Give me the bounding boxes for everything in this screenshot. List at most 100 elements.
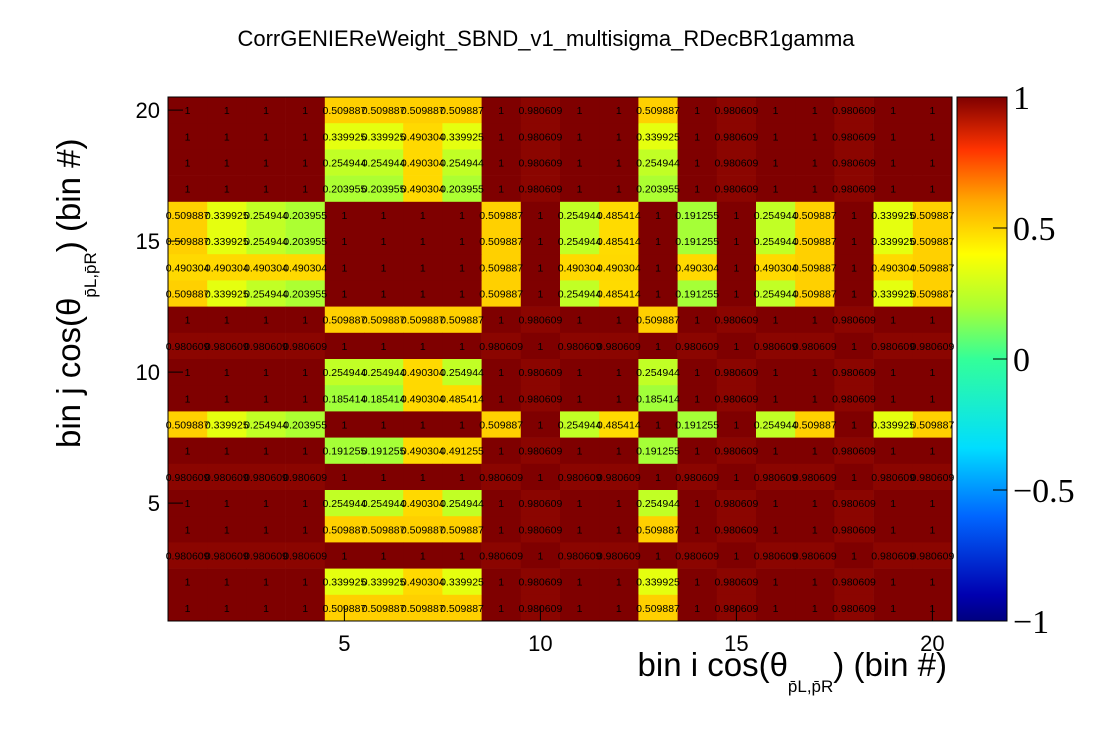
cell-value-label: 0.490304 <box>401 577 445 589</box>
heatmap-cell <box>324 306 365 334</box>
cell-value-label: 1 <box>537 210 543 222</box>
cell-value-label: 0.254944 <box>558 289 602 301</box>
cell-value-label: 1 <box>812 577 818 589</box>
heatmap-cell <box>756 175 796 203</box>
heatmap-cell <box>795 175 835 203</box>
heatmap-cell <box>520 516 561 543</box>
heatmap-cell <box>403 228 443 255</box>
cell-value-label: 1 <box>577 158 583 170</box>
heatmap-cell <box>285 254 326 281</box>
heatmap-cell <box>834 332 874 360</box>
cell-value-label: 1 <box>812 158 818 170</box>
cell-value-label: 0.980609 <box>205 551 249 563</box>
cell-value-label: 0.490304 <box>401 498 445 510</box>
heatmap-cell <box>364 568 404 596</box>
cell-value-label: 1 <box>263 603 269 615</box>
heatmap-cell <box>442 568 482 596</box>
z-tick-label: −1 <box>1013 604 1049 641</box>
cell-value-label: 1 <box>498 498 504 510</box>
cell-value-label: 1 <box>773 603 779 615</box>
cell-value-label: 1 <box>185 524 191 536</box>
heatmap-cell <box>834 437 874 465</box>
cell-value-label: 1 <box>224 498 230 510</box>
heatmap-cell <box>716 332 757 360</box>
heatmap-cell <box>442 175 482 203</box>
heatmap-cell <box>168 332 208 360</box>
heatmap-cell <box>677 228 718 255</box>
cell-value-label: 1 <box>420 262 426 274</box>
heatmap-cell <box>520 201 561 229</box>
cell-value-label: 0.254944 <box>754 210 798 222</box>
heatmap-cell <box>560 97 600 124</box>
cell-value-label: 0.980609 <box>911 551 955 563</box>
heatmap-cell <box>364 516 404 543</box>
heatmap-cell <box>560 437 600 465</box>
cell-value-label: 1 <box>773 131 779 143</box>
heatmap-cell <box>246 149 286 176</box>
cell-value-label: 0.980609 <box>715 393 759 405</box>
cell-value-label: 1 <box>185 603 191 615</box>
cell-value-label: 1 <box>185 577 191 589</box>
heatmap-cell <box>520 490 561 517</box>
heatmap-cell <box>560 201 600 229</box>
heatmap-cell <box>716 254 757 281</box>
heatmap-cell <box>442 594 482 622</box>
cell-value-label: 0.490304 <box>283 262 327 274</box>
cell-value-label: 1 <box>929 315 935 327</box>
cell-value-label: 1 <box>341 262 347 274</box>
heatmap-cell <box>285 385 326 412</box>
heatmap-cell <box>246 437 286 465</box>
heatmap-cell <box>481 437 522 465</box>
heatmap-cell <box>756 594 796 622</box>
cell-value-label: 1 <box>498 577 504 589</box>
heatmap-cell <box>912 306 953 334</box>
cell-value-label: 0.203955 <box>636 184 680 196</box>
cell-value-label: 1 <box>577 105 583 117</box>
heatmap-cell <box>168 201 208 229</box>
heatmap-cell <box>677 568 718 596</box>
cell-value-label: 1 <box>577 524 583 536</box>
heatmap-cell <box>795 385 835 412</box>
heatmap-cell <box>716 201 757 229</box>
cell-value-label: 0.509887 <box>636 315 680 327</box>
cell-value-label: 1 <box>694 158 700 170</box>
cell-value-label: 0.254944 <box>754 289 798 301</box>
cell-value-label: 0.203955 <box>440 184 484 196</box>
heatmap-cell <box>677 306 718 334</box>
heatmap-cell <box>716 123 757 150</box>
heatmap-cell <box>756 280 796 307</box>
cell-value-label: 0.509887 <box>440 315 484 327</box>
cell-value-label: 1 <box>459 289 465 301</box>
cell-value-label: 0.254944 <box>362 158 406 170</box>
cell-value-label: 0.509887 <box>479 210 523 222</box>
cell-value-label: 0.980609 <box>519 184 563 196</box>
cell-value-label: 0.203955 <box>362 184 406 196</box>
cell-value-label: 0.339925 <box>871 420 915 432</box>
cell-value-label: 1 <box>812 603 818 615</box>
cell-value-label: 1 <box>224 315 230 327</box>
cell-value-label: 0.203955 <box>283 420 327 432</box>
cell-value-label: 1 <box>733 341 739 353</box>
heatmap-cell <box>677 516 718 543</box>
heatmap-cell <box>873 254 914 281</box>
cell-value-label: 1 <box>537 472 543 484</box>
cell-value-label: 1 <box>381 210 387 222</box>
heatmap-cell <box>560 542 600 569</box>
cell-value-label: 0.980609 <box>597 341 641 353</box>
heatmap-cell <box>481 542 522 569</box>
cell-value-label: 0.509887 <box>323 524 367 536</box>
heatmap-cell <box>912 568 953 596</box>
heatmap-cell <box>364 228 404 255</box>
cell-value-label: 1 <box>341 472 347 484</box>
heatmap-cell <box>795 97 835 124</box>
cell-value-label: 1 <box>224 131 230 143</box>
heatmap-cell <box>560 123 600 150</box>
cell-value-label: 1 <box>694 498 700 510</box>
x-axis-title: bin i cos(θp̄L,p̄R) (bin #) <box>638 646 947 696</box>
heatmap-cell <box>324 490 365 517</box>
cell-value-label: 0.980609 <box>519 367 563 379</box>
heatmap-cell <box>716 463 757 491</box>
cell-value-label: 1 <box>185 498 191 510</box>
cell-value-label: 0.509887 <box>166 289 210 301</box>
cell-value-label: 1 <box>773 105 779 117</box>
